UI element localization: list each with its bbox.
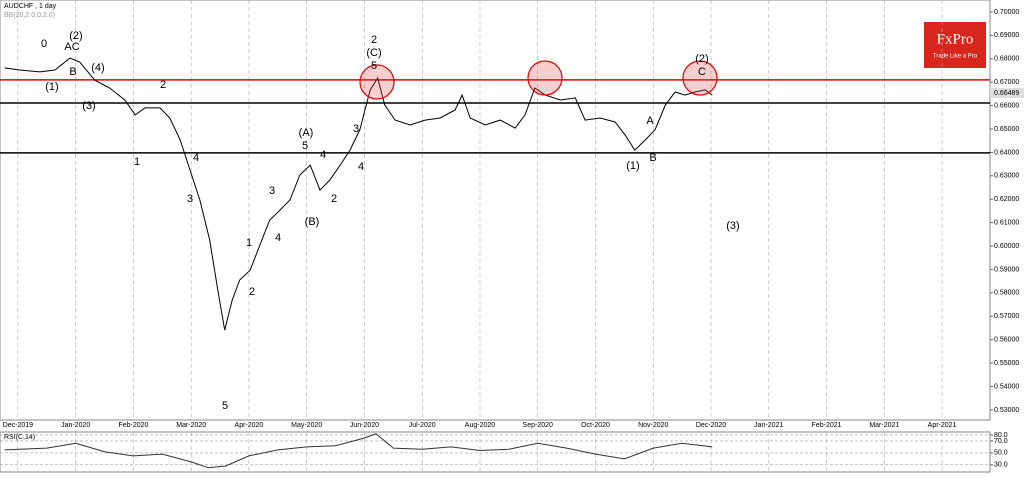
x-tick-label: Oct-2020 [581, 422, 610, 429]
wave-label: 1 [134, 156, 140, 168]
logo [924, 22, 986, 68]
y-tick-label: 0.59000 [994, 266, 1019, 273]
logo-text: FxPro [937, 31, 974, 47]
x-tick-label: Jul-2020 [409, 422, 436, 429]
wave-label: 4 [320, 149, 326, 161]
y-tick-label: 0.55000 [994, 360, 1019, 367]
x-tick-label: Apr-2021 [928, 422, 957, 429]
wave-label: (C) [366, 47, 381, 59]
x-tick-label: Dec-2019 [3, 422, 33, 429]
wave-label: B [69, 66, 76, 78]
y-tick-label: 80.0 [994, 432, 1008, 439]
y-tick-label: 50.0 [994, 450, 1008, 457]
y-tick-label: 0.61000 [994, 219, 1019, 226]
y-tick-label: 0.68000 [994, 56, 1019, 63]
y-tick-label: 30.0 [994, 462, 1008, 469]
wave-label: 1 [246, 237, 252, 249]
y-tick-label: 0.69000 [994, 32, 1019, 39]
wave-label: 5 [222, 400, 228, 412]
wave-label: (2) [69, 30, 82, 42]
plot-frame [0, 0, 991, 421]
rsi-title: RSI(C,14) [4, 434, 35, 441]
wave-label: 2 [371, 34, 377, 46]
wave-label: 5 [302, 140, 308, 152]
y-tick-label: 0.66000 [994, 102, 1019, 109]
y-tick-label: 0.57000 [994, 313, 1019, 320]
chart-title: AUDCHF , 1 day [4, 3, 57, 10]
wave-label: 3 [353, 123, 359, 135]
wave-label: AC [64, 41, 79, 53]
wave-label: (3) [726, 220, 739, 232]
x-tick-label: Feb-2021 [812, 422, 842, 429]
logo-slogan: Trade Like a Pro [933, 54, 978, 60]
x-tick-label: Feb-2020 [118, 422, 148, 429]
price-label: 0.66489 [994, 90, 1019, 97]
wave-label: A [646, 115, 654, 127]
y-tick-label: 0.54000 [994, 383, 1019, 390]
x-tick-label: Nov-2020 [638, 422, 668, 429]
price-line [4, 57, 713, 331]
wave-label: 3 [269, 185, 275, 197]
y-tick-label: 0.58000 [994, 290, 1019, 297]
wave-label: (A) [299, 127, 314, 139]
price-box [990, 88, 1024, 98]
wave-label: (3) [82, 100, 95, 112]
wave-label: (4) [91, 62, 104, 74]
chart-subtitle: BB(20,2.0,0,2.0) [4, 12, 55, 19]
wave-label: 4 [358, 161, 364, 173]
rsi-frame [0, 431, 991, 473]
wave-label: 0 [41, 38, 47, 50]
wave-label: (1) [45, 81, 58, 93]
x-tick-label: Aug-2020 [465, 422, 495, 429]
y-tick-label: 0.64000 [994, 149, 1019, 156]
y-tick-label: 0.53000 [994, 407, 1019, 414]
y-tick-label: 0.63000 [994, 173, 1019, 180]
y-tick-label: 0.60000 [994, 243, 1019, 250]
wave-label: C [698, 66, 706, 78]
wave-label: 4 [193, 152, 199, 164]
x-tick-label: Mar-2020 [176, 422, 206, 429]
wave-label: 3 [187, 193, 193, 205]
y-tick-label: 0.70000 [994, 9, 1019, 16]
y-tick-label: 0.56000 [994, 337, 1019, 344]
wave-label: B [649, 152, 656, 164]
x-tick-label: Dec-2020 [696, 422, 726, 429]
wave-label: (B) [305, 216, 320, 228]
x-tick-label: Mar-2021 [869, 422, 899, 429]
y-tick-label: 0.62000 [994, 196, 1019, 203]
x-tick-label: Jan-2021 [754, 422, 783, 429]
x-tick-label: Jun-2020 [350, 422, 379, 429]
wave-label: (2) [695, 53, 708, 65]
wave-label: 2 [160, 79, 166, 91]
x-tick-label: Sep-2020 [523, 422, 553, 429]
y-tick-label: 70.0 [994, 438, 1008, 445]
highlight-circle [527, 60, 563, 96]
wave-label: (1) [626, 160, 639, 172]
x-tick-label: Apr-2020 [235, 422, 264, 429]
price-line [4, 433, 713, 469]
wave-label: 2 [331, 193, 337, 205]
wave-label: 4 [275, 232, 281, 244]
x-tick-label: May-2020 [291, 422, 322, 429]
wave-label: 5 [371, 60, 377, 72]
x-tick-label: Jan-2020 [61, 422, 90, 429]
y-tick-label: 0.67000 [994, 79, 1019, 86]
y-tick-label: 0.65000 [994, 126, 1019, 133]
highlight-circle [359, 64, 395, 100]
wave-label: 2 [249, 286, 255, 298]
highlight-circle [682, 60, 718, 96]
